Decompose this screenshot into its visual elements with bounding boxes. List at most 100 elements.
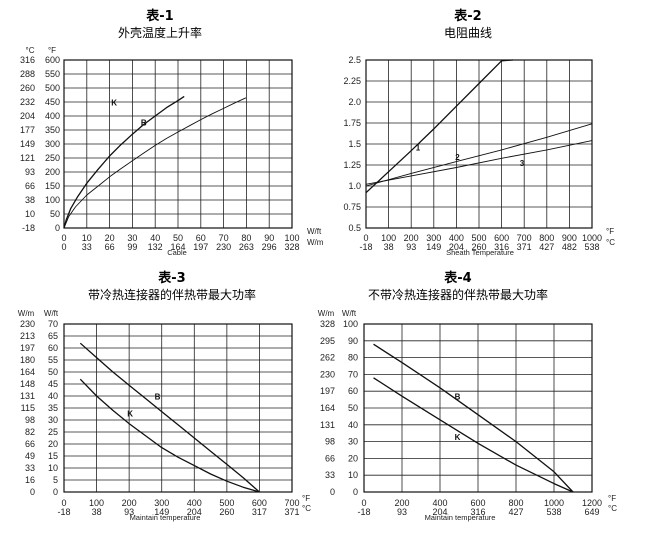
chart4-y-tick-right: 100: [343, 319, 358, 329]
chart4-y-tick-left: 33: [325, 470, 335, 480]
chart4-x-tick-top: 1000: [544, 498, 564, 508]
chart3-x-tick-top: 700: [284, 498, 299, 508]
chart4-series-B-label: B: [455, 393, 461, 402]
chart1-subtitle: 外壳温度上升率: [118, 25, 202, 40]
chart2-x-tick-bottom: 371: [517, 242, 532, 252]
chart2-y-tick-left: 2.0: [348, 97, 361, 107]
chart1-x-tick-top: 10: [82, 233, 92, 243]
chart3-y-tick-right: 5: [53, 475, 58, 485]
chart2-x-tick-bottom: 93: [406, 242, 416, 252]
chart1-y-tick-left: 260: [20, 83, 35, 93]
chart4-y-tick-right: 0: [353, 487, 358, 497]
chart3-y-tick-left: 49: [25, 451, 35, 461]
chart1-x-tick-bottom: 197: [193, 242, 208, 252]
chart1-y-tick-right: 400: [45, 111, 60, 121]
chart1-title: 表-1: [145, 8, 173, 24]
chart3-y-tick-right: 65: [48, 331, 58, 341]
chart1-x-unit-bottom: W/m: [307, 238, 324, 247]
chart4-x-tick-bottom: 427: [508, 507, 523, 517]
chart4-x-tick-top: 200: [394, 498, 409, 508]
chart4-y-tick-left: 230: [320, 369, 335, 379]
chart4-x-unit-bottom: °C: [608, 504, 617, 513]
chart2-x-tick-top: 200: [404, 233, 419, 243]
chart1-x-tick-bottom: 132: [148, 242, 163, 252]
chart4-y-tick-right: 60: [348, 386, 358, 396]
chart1-y-tick-right: 450: [45, 97, 60, 107]
chart4-y-tick-right: 10: [348, 470, 358, 480]
chart2-x-tick-top: 900: [562, 233, 577, 243]
chart4-y-tick-left: 197: [320, 386, 335, 396]
chart2-x-tick-bottom: 38: [384, 242, 394, 252]
chart2-series-1-label: 1: [416, 144, 421, 153]
chart2-plot-frame: [365, 59, 593, 229]
chart1-y-tick-left: 288: [20, 69, 35, 79]
chart4-y-tick-right: 70: [348, 369, 358, 379]
chart2-y-tick-left: 0.5: [348, 223, 361, 233]
chart3-series-K-line: [79, 378, 260, 493]
chart4-subtitle: 不带冷热连接器的伴热带最大功率: [368, 287, 548, 302]
chart3-y-unit-right: W/ft: [44, 309, 59, 318]
chart1-x-tick-top: 60: [196, 233, 206, 243]
chart3-y-tick-right: 20: [48, 439, 58, 449]
chart3-y-tick-right: 25: [48, 427, 58, 437]
chart2-x-tick-bottom: 260: [471, 242, 486, 252]
chart2-x-tick-top: 800: [539, 233, 554, 243]
chart1-y-tick-left: -18: [22, 223, 35, 233]
chart1-y-tick-right: 50: [50, 209, 60, 219]
chart4-y-tick-left: 262: [320, 353, 335, 363]
chart1-x-tick-bottom: 263: [239, 242, 254, 252]
chart1-series-K-line: [63, 95, 185, 229]
chart3-y-tick-left: 164: [20, 367, 35, 377]
chart1-y-tick-right: 300: [45, 139, 60, 149]
chart3-y-tick-right: 60: [48, 343, 58, 353]
chart2-title: 表-2: [453, 8, 481, 24]
chart2-x-tick-top: 600: [494, 233, 509, 243]
chart3-y-tick-left: 16: [25, 475, 35, 485]
chart3-x-tick-top: 100: [89, 498, 104, 508]
chart3-y-tick-left: 115: [21, 403, 35, 413]
chart2-y-tick-left: 0.75: [343, 202, 361, 212]
chart4-y-tick-left: 98: [325, 437, 335, 447]
chart4-y-unit-left: W/m: [318, 309, 335, 318]
chart3-y-tick-left: 213: [20, 331, 35, 341]
chart4-x-tick-top: 0: [361, 498, 366, 508]
chart1-y-tick-left: 316: [20, 55, 35, 65]
chart3-y-tick-left: 180: [20, 355, 35, 365]
chart3-y-tick-left: 82: [25, 427, 35, 437]
chart3-y-tick-left: 66: [25, 439, 35, 449]
chart4-y-tick-right: 90: [348, 336, 358, 346]
chart1-x-tick-top: 80: [241, 233, 251, 243]
chart2-series-3-line: [365, 140, 593, 185]
chart1-y-tick-left: 121: [20, 153, 35, 163]
chart1-x-tick-bottom: 99: [127, 242, 137, 252]
chart2-series-2-label: 2: [455, 153, 460, 162]
chart3-x-tick-bottom: 260: [219, 507, 234, 517]
chart1-y-tick-left: 177: [20, 125, 35, 135]
chart4-plot-frame: [363, 323, 593, 493]
chart1-series-B-line: [63, 97, 247, 229]
chart1-series-K-label: K: [111, 98, 117, 107]
chart3-x-tick-top: 500: [219, 498, 234, 508]
chart3-x-tick-bottom: 149: [154, 507, 169, 517]
chart1-y-tick-right: 250: [45, 153, 60, 163]
chart1-y-tick-right: 100: [45, 195, 60, 205]
chart4-x-tick-bottom: 316: [470, 507, 485, 517]
chart3-x-tick-top: 400: [187, 498, 202, 508]
chart1-y-unit-left: °C: [26, 46, 35, 55]
chart4-y-tick-left: 66: [325, 453, 335, 463]
chart4-x-tick-bottom: 93: [397, 507, 407, 517]
chart3-y-tick-right: 40: [48, 391, 58, 401]
chart2-y-tick-left: 1.5: [348, 139, 361, 149]
chart2-y-tick-left: 2.25: [343, 76, 361, 86]
chart3-x-tick-top: 200: [122, 498, 137, 508]
chart1-y-tick-left: 38: [25, 195, 35, 205]
chart1-x-tick-bottom: 296: [262, 242, 277, 252]
chart4-y-tick-right: 30: [348, 437, 358, 447]
chart1-y-tick-left: 204: [20, 111, 35, 121]
chart3-x-label: Maintain temperature: [130, 513, 201, 522]
chart2-y-tick-left: 1.25: [343, 160, 361, 170]
chart1-y-tick-right: 550: [45, 69, 60, 79]
chart3-y-tick-right: 10: [48, 463, 58, 473]
chart1-y-tick-left: 66: [25, 181, 35, 191]
chart4-x-tick-top: 600: [470, 498, 485, 508]
